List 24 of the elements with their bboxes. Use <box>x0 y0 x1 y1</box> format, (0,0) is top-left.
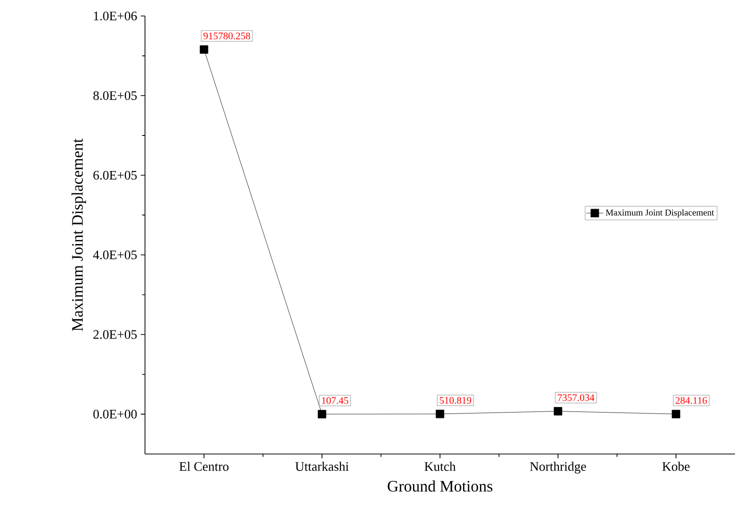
x-tick-label: Northridge <box>530 462 586 474</box>
point <box>554 407 562 416</box>
x-tick-label: Uttarkashi <box>295 462 349 471</box>
y-tick-label: 0.0E+00 <box>93 410 137 419</box>
x-axis-title: Ground Motions <box>388 480 492 492</box>
data-label: 915780.258 <box>204 32 250 40</box>
data-label: 510.819 <box>440 397 472 404</box>
y-tick-label: 6.0E+05 <box>93 170 137 180</box>
y-axis-title: Maximum Joint Displacement <box>72 138 86 332</box>
y-tick-label: 4.0E+05 <box>93 250 137 260</box>
y-tick-label: 8.0E+05 <box>93 91 137 100</box>
point <box>200 45 208 54</box>
point <box>436 410 444 418</box>
x-tick-label: Kobe <box>662 462 690 471</box>
point <box>672 410 680 418</box>
legend-label: Maximum Joint Displacement <box>606 209 714 218</box>
data-label: 107.45 <box>322 397 348 404</box>
x-tick-label: Kutch <box>424 462 456 471</box>
y-tick-label: 1.0E+06 <box>94 12 137 20</box>
data-label: 7357.034 <box>558 394 594 402</box>
data-label: 284.116 <box>676 397 707 404</box>
x-tick-label: El Centro <box>179 462 229 471</box>
point <box>318 410 326 418</box>
y-tick-label: 2.0E+05 <box>93 330 137 339</box>
